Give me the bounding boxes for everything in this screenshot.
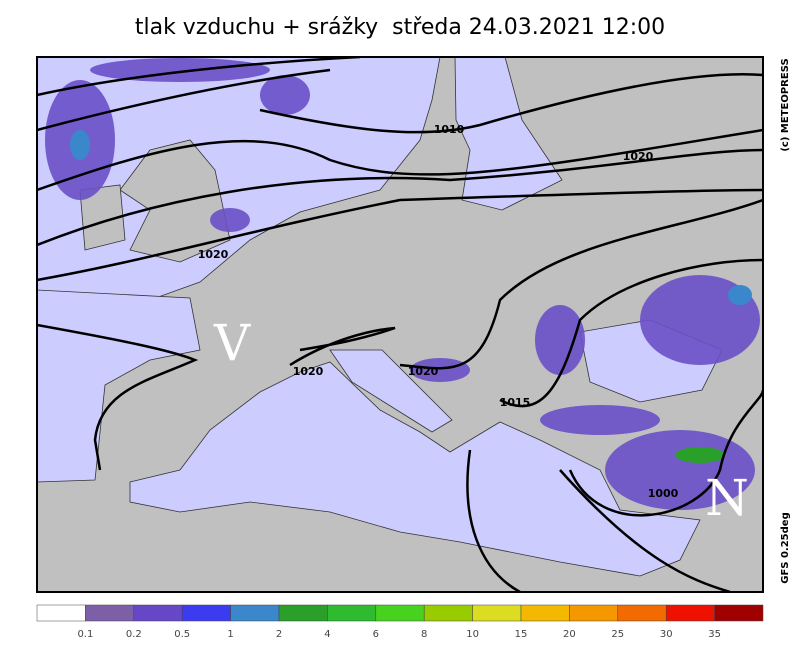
map-area: 1010 1020 1020 1020 1020 1015 1000 V N: [37, 57, 763, 592]
color-box: [181, 604, 231, 622]
color-box: [714, 604, 764, 622]
color-box: [230, 604, 280, 622]
colorbar-label: 10: [466, 629, 479, 640]
color-box: [327, 604, 377, 622]
colorbar-label: 20: [563, 629, 576, 640]
map-frame: [36, 56, 764, 593]
colorbar-label: 0.1: [77, 629, 93, 640]
colorbar-label: 0.2: [126, 629, 142, 640]
isobar-label: 1020: [198, 248, 229, 261]
isobar-label: 1020: [623, 150, 654, 163]
colorbar-label: 30: [660, 629, 673, 640]
isobar-label: 1020: [293, 365, 324, 378]
colorbar-label: 35: [708, 629, 721, 640]
color-box: [617, 604, 667, 622]
color-box: [665, 604, 715, 622]
color-box: [85, 604, 135, 622]
colorbar-label: 0.5: [174, 629, 190, 640]
high-pressure: V: [213, 314, 251, 372]
color-box: [133, 604, 183, 622]
colorbar-label: 8: [421, 629, 427, 640]
colorbar: 0.1 0.2 0.5 1 2 4 6 8 10 15 20 25 30 35: [36, 604, 764, 640]
colorbar-label: 15: [515, 629, 528, 640]
color-box: [569, 604, 619, 622]
color-box: [375, 604, 425, 622]
isobar-label: 1000: [648, 487, 679, 500]
color-box: [423, 604, 473, 622]
low-pressure: N: [705, 469, 749, 527]
colorbar-label: 6: [373, 629, 379, 640]
color-box: [472, 604, 522, 622]
isobar-label: 1010: [434, 123, 465, 136]
isobar-label: 1015: [500, 396, 531, 409]
title: tlak vzduchu + srážky středa 24.03.2021 …: [135, 15, 665, 40]
color-box: [520, 604, 570, 622]
credit: (c) METEOPRESS: [780, 58, 791, 151]
color-box: [36, 604, 86, 622]
colorbar-label: 2: [276, 629, 282, 640]
model: GFS 0.25deg: [780, 512, 791, 584]
colorbar-label: 4: [324, 629, 330, 640]
colorbar-label: 1: [227, 629, 233, 640]
color-box: [278, 604, 328, 622]
isobar-label: 1020: [408, 365, 439, 378]
colorbar-label: 25: [611, 629, 624, 640]
